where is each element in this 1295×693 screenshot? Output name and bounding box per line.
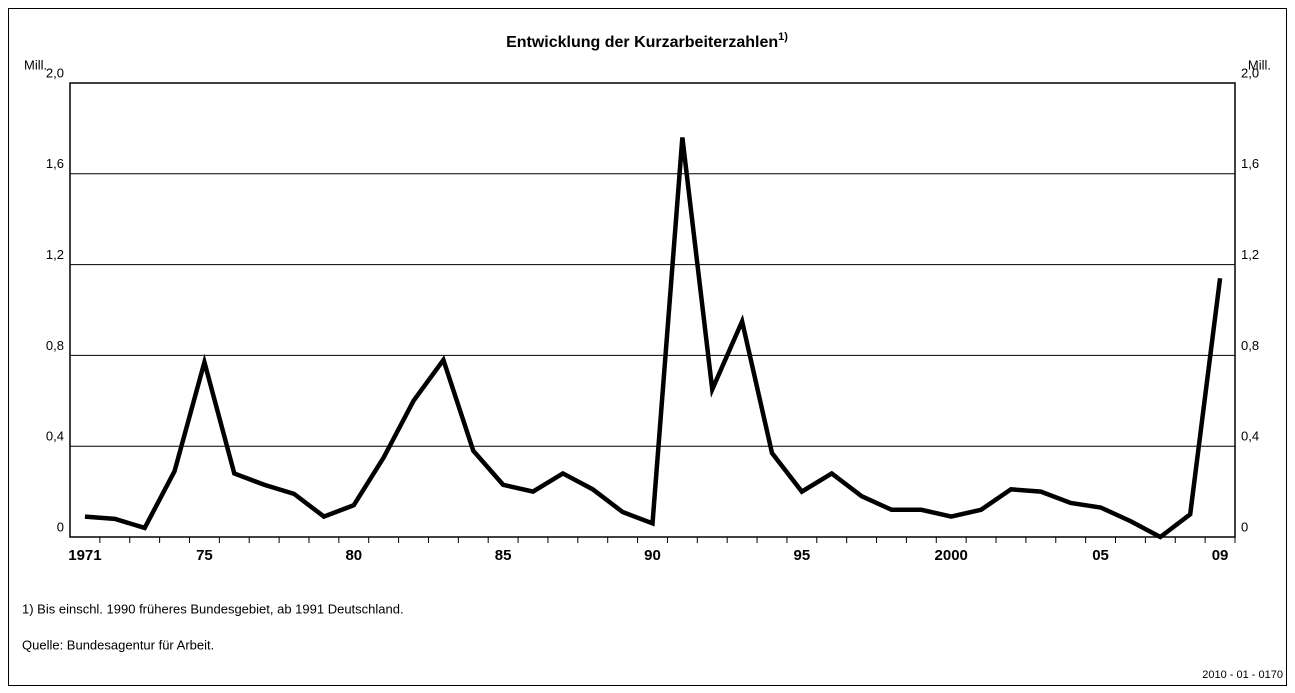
y-tick-label: 0,8 bbox=[46, 338, 64, 353]
title-note: 1) bbox=[778, 31, 788, 43]
x-tick-label: 80 bbox=[345, 547, 362, 564]
title-text: Entwicklung der Kurzarbeiterzahlen bbox=[506, 34, 778, 51]
plot-frame bbox=[69, 82, 1236, 538]
y-tick-label: 0 bbox=[57, 519, 64, 534]
footnote: Quelle: Bundesagentur für Arbeit. bbox=[22, 637, 214, 652]
y2-tick-label: 1,6 bbox=[1241, 156, 1259, 171]
y-tick-label: 2,0 bbox=[46, 65, 64, 80]
x-tick-label: 95 bbox=[794, 547, 811, 564]
frame bbox=[8, 8, 1287, 686]
data-line bbox=[84, 137, 1223, 540]
x-tick-label: 75 bbox=[196, 547, 213, 564]
x-tick-label: 09 bbox=[1212, 547, 1229, 564]
footnote: 1) Bis einschl. 1990 früheres Bundesgebi… bbox=[22, 601, 404, 616]
x-tick-label: 1971 bbox=[68, 547, 101, 564]
y2-tick-label: 0,8 bbox=[1241, 338, 1259, 353]
y2-tick-label: 1,2 bbox=[1241, 247, 1259, 262]
y-unit: Mill. bbox=[24, 57, 47, 72]
y-tick-label: 1,2 bbox=[46, 247, 64, 262]
x-tick-label: 85 bbox=[495, 547, 512, 564]
y2-tick-label: 2,0 bbox=[1241, 65, 1259, 80]
y2-unit: Mill. bbox=[1248, 57, 1271, 72]
chart-title: Entwicklung der Kurzarbeiterzahlen1) bbox=[506, 31, 788, 51]
y-tick-label: 1,6 bbox=[46, 156, 64, 171]
x-tick-label: 90 bbox=[644, 547, 661, 564]
x-tick-label: 05 bbox=[1092, 547, 1109, 564]
y2-tick-label: 0 bbox=[1241, 519, 1248, 534]
code: 2010 - 01 - 0170 bbox=[1202, 669, 1283, 681]
x-tick-label: 2000 bbox=[935, 547, 968, 564]
y2-tick-label: 0,4 bbox=[1241, 429, 1259, 444]
y-tick-label: 0,4 bbox=[46, 429, 64, 444]
